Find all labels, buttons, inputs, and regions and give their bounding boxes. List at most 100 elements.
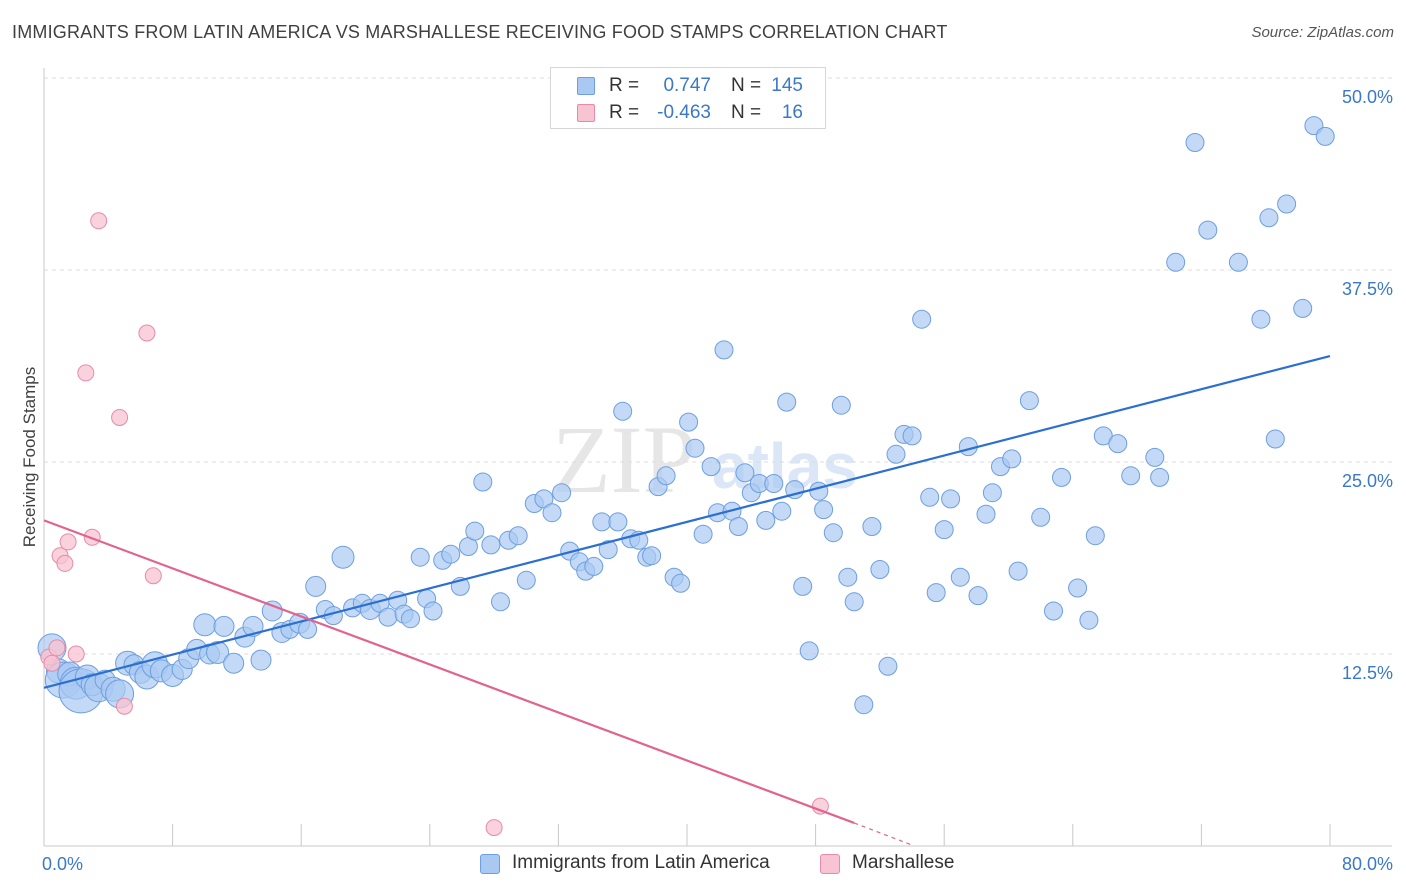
- trend-lines: [43, 354, 1331, 846]
- legend-row-latin-america: R = 0.747 N = 145: [551, 74, 825, 100]
- point-latin-america: [613, 401, 633, 421]
- point-latin-america: [481, 535, 501, 555]
- point-latin-america: [441, 544, 461, 564]
- legend-swatch-blue: [577, 77, 595, 95]
- point-latin-america: [423, 601, 443, 621]
- point-latin-america: [920, 487, 940, 507]
- point-latin-america: [844, 592, 864, 612]
- point-latin-america: [1085, 526, 1105, 546]
- point-latin-america: [331, 545, 355, 569]
- point-marshallese: [485, 819, 503, 837]
- legend-swatch-pink: [577, 104, 595, 122]
- y-tick-label: 37.5%: [1342, 279, 1393, 299]
- correlation-legend: R = 0.747 N = 145 R = -0.463 N = 16: [550, 67, 826, 129]
- y-tick-label: 50.0%: [1342, 87, 1393, 107]
- point-latin-america: [1079, 610, 1099, 630]
- point-latin-america: [799, 641, 819, 661]
- point-latin-america: [552, 483, 572, 503]
- point-marshallese: [59, 533, 77, 551]
- point-latin-america: [1019, 391, 1039, 411]
- point-latin-america: [1052, 467, 1071, 487]
- point-latin-america: [491, 592, 510, 612]
- point-latin-america: [756, 510, 776, 530]
- point-marshallese: [111, 409, 129, 426]
- point-latin-america: [584, 556, 604, 576]
- y-axis-title: Receiving Food Stamps: [20, 367, 39, 547]
- point-latin-america: [598, 540, 618, 560]
- point-marshallese: [138, 324, 156, 342]
- point-latin-america: [1198, 220, 1218, 240]
- point-marshallese: [144, 567, 162, 585]
- point-latin-america: [902, 426, 922, 446]
- series-legend-label: Immigrants from Latin America: [512, 852, 770, 873]
- point-latin-america: [250, 649, 272, 671]
- tick-labels: 12.5% 25.0% 37.5% 50.0% 0.0% 80.0%: [42, 87, 1393, 874]
- point-latin-america: [1150, 467, 1170, 487]
- point-latin-america: [785, 480, 805, 500]
- point-latin-america: [516, 570, 536, 590]
- point-latin-america: [1185, 133, 1205, 152]
- legend-r-value: -0.463: [657, 102, 711, 123]
- point-latin-america: [1315, 126, 1335, 146]
- point-latin-america: [838, 567, 858, 587]
- point-latin-america: [934, 520, 954, 540]
- point-marshallese: [56, 554, 74, 572]
- point-latin-america: [685, 438, 705, 458]
- gridlines: [44, 77, 1392, 655]
- point-latin-america: [772, 501, 792, 521]
- series-swatch-blue: [480, 854, 500, 874]
- point-latin-america: [592, 512, 612, 532]
- point-latin-america: [714, 340, 734, 360]
- point-latin-america: [261, 600, 283, 622]
- point-latin-america: [1293, 298, 1313, 318]
- point-latin-america: [831, 395, 851, 415]
- point-latin-america: [242, 615, 264, 637]
- point-latin-america: [671, 573, 691, 593]
- legend-r-label: R =: [609, 75, 640, 96]
- point-latin-america: [693, 524, 713, 544]
- point-latin-america: [1145, 447, 1165, 467]
- point-latin-america: [656, 466, 676, 486]
- legend-n-label: N =: [731, 75, 762, 96]
- watermark-atlas: atlas: [712, 430, 858, 502]
- point-latin-america: [213, 615, 235, 637]
- point-latin-america: [976, 504, 996, 524]
- point-latin-america: [735, 463, 755, 483]
- point-latin-america: [1068, 578, 1088, 598]
- point-marshallese: [67, 645, 85, 663]
- point-latin-america: [1002, 449, 1022, 469]
- chart-source: Source: ZipAtlas.com: [1251, 24, 1394, 41]
- x-tick-label: 80.0%: [1342, 854, 1393, 874]
- point-marshallese: [90, 212, 108, 230]
- point-marshallese: [43, 654, 61, 672]
- point-latin-america: [862, 517, 882, 536]
- series-legend: Immigrants from Latin America Marshalles…: [0, 852, 1406, 878]
- point-latin-america: [1251, 309, 1271, 329]
- point-marshallese: [77, 364, 95, 382]
- point-latin-america: [378, 607, 398, 627]
- point-latin-america: [1228, 252, 1248, 272]
- point-latin-america: [1277, 194, 1297, 214]
- point-latin-america: [305, 575, 327, 597]
- trend-line-marshallese: [43, 519, 855, 824]
- point-latin-america: [728, 517, 748, 536]
- point-latin-america: [410, 547, 430, 567]
- point-latin-america: [465, 521, 485, 541]
- point-latin-america: [608, 512, 628, 532]
- point-latin-america: [870, 560, 890, 579]
- point-marshallese: [811, 797, 829, 815]
- point-marshallese: [115, 697, 133, 715]
- point-latin-america: [950, 567, 970, 587]
- point-latin-america: [968, 586, 988, 606]
- point-latin-america: [777, 392, 797, 412]
- point-latin-america: [298, 619, 318, 639]
- axes: [43, 68, 1392, 847]
- y-tick-label: 12.5%: [1342, 663, 1393, 683]
- point-latin-america: [473, 472, 493, 492]
- point-latin-america: [1031, 507, 1051, 527]
- watermark-zip: ZIP: [552, 406, 696, 513]
- point-latin-america: [193, 613, 217, 637]
- point-latin-america: [982, 483, 1002, 503]
- point-latin-america: [206, 641, 230, 664]
